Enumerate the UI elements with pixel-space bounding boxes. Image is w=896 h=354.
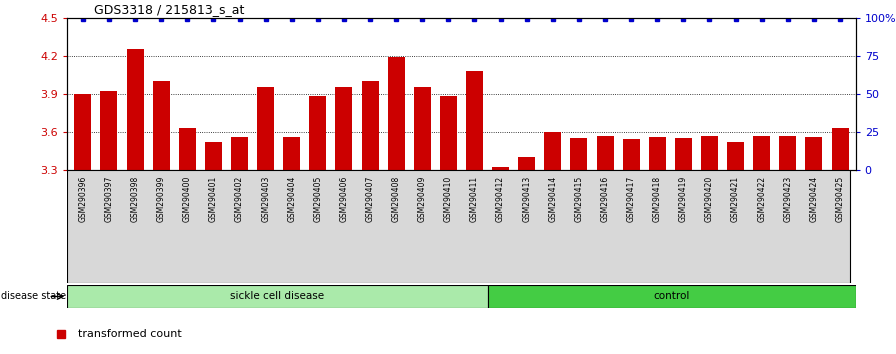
Bar [126, 50, 143, 170]
Text: GSM290407: GSM290407 [366, 176, 375, 222]
Bar [492, 167, 509, 170]
FancyBboxPatch shape [67, 285, 487, 308]
Bar [440, 96, 457, 170]
Text: GSM290401: GSM290401 [209, 176, 218, 222]
Text: GSM290415: GSM290415 [574, 176, 583, 222]
Bar [466, 71, 483, 170]
Text: GSM290416: GSM290416 [600, 176, 609, 222]
Text: GSM290411: GSM290411 [470, 176, 479, 222]
Bar [335, 87, 352, 170]
Text: GSM290425: GSM290425 [835, 176, 845, 222]
Bar [754, 136, 771, 170]
Bar [675, 138, 692, 170]
Text: GSM290410: GSM290410 [444, 176, 452, 222]
Bar [257, 87, 274, 170]
Bar [649, 137, 666, 170]
Text: GSM290397: GSM290397 [105, 176, 114, 222]
Text: GSM290399: GSM290399 [157, 176, 166, 222]
Bar [74, 94, 91, 170]
Bar [283, 137, 300, 170]
Bar [831, 128, 849, 170]
Bar [701, 136, 718, 170]
Text: GSM290413: GSM290413 [522, 176, 531, 222]
Bar [309, 96, 326, 170]
Text: GSM290396: GSM290396 [78, 176, 88, 222]
Bar [545, 132, 561, 170]
Text: GSM290412: GSM290412 [496, 176, 505, 222]
Text: GSM290417: GSM290417 [626, 176, 635, 222]
Text: GSM290414: GSM290414 [548, 176, 557, 222]
Bar [205, 142, 222, 170]
Text: GSM290421: GSM290421 [731, 176, 740, 222]
Text: GSM290398: GSM290398 [131, 176, 140, 222]
FancyBboxPatch shape [487, 285, 856, 308]
Bar [231, 137, 248, 170]
FancyBboxPatch shape [67, 170, 850, 283]
Text: GSM290406: GSM290406 [340, 176, 349, 222]
Text: GSM290419: GSM290419 [679, 176, 688, 222]
Bar [179, 128, 196, 170]
Bar [571, 138, 588, 170]
Text: GSM290424: GSM290424 [809, 176, 818, 222]
Text: sickle cell disease: sickle cell disease [230, 291, 324, 302]
Bar [414, 87, 431, 170]
Bar [152, 81, 169, 170]
Text: GSM290423: GSM290423 [783, 176, 792, 222]
Text: GSM290422: GSM290422 [757, 176, 766, 222]
Bar [806, 137, 823, 170]
Bar [623, 139, 640, 170]
Bar [100, 91, 117, 170]
Text: GSM290403: GSM290403 [261, 176, 270, 222]
Text: GSM290405: GSM290405 [314, 176, 323, 222]
Text: GSM290420: GSM290420 [705, 176, 714, 222]
Text: disease state: disease state [1, 291, 66, 302]
Text: GSM290409: GSM290409 [418, 176, 426, 222]
Text: control: control [653, 291, 690, 302]
Bar [727, 142, 744, 170]
Bar [388, 57, 405, 170]
Text: GSM290404: GSM290404 [288, 176, 297, 222]
Text: GSM290400: GSM290400 [183, 176, 192, 222]
Text: GDS3318 / 215813_s_at: GDS3318 / 215813_s_at [94, 3, 245, 16]
Text: GSM290418: GSM290418 [653, 176, 662, 222]
Text: GSM290408: GSM290408 [392, 176, 401, 222]
Text: transformed count: transformed count [78, 330, 181, 339]
Bar [362, 81, 378, 170]
Bar [518, 157, 535, 170]
Bar [780, 136, 797, 170]
Text: GSM290402: GSM290402 [235, 176, 244, 222]
Bar [597, 136, 614, 170]
